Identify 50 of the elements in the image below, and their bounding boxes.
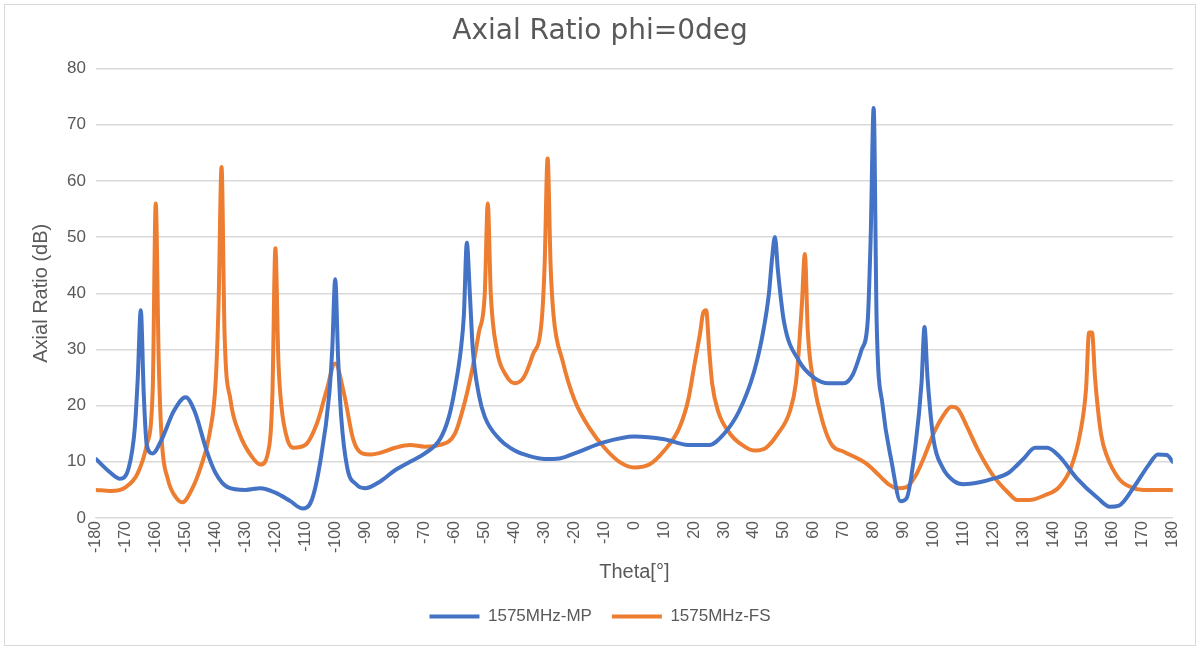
y-tick-label: 40 (66, 282, 86, 302)
x-tick-label: -90 (355, 520, 373, 545)
x-tick-label: 60 (804, 520, 822, 539)
x-tick-label: 20 (684, 520, 702, 539)
x-tick-label: 120 (983, 520, 1001, 548)
y-tick-label: 30 (66, 339, 86, 359)
x-tick-label: -60 (445, 520, 463, 545)
y-tick-label: 60 (66, 170, 86, 190)
x-axis-title: Theta[°] (599, 559, 670, 582)
x-tick-label: 40 (744, 520, 762, 539)
x-tick-label: -180 (86, 520, 104, 554)
y-tick-label: 50 (66, 226, 86, 246)
legend-label: 1575MHz-MP (487, 606, 592, 626)
x-tick-label: 0 (624, 520, 642, 530)
x-tick-label: 100 (923, 520, 941, 548)
x-tick-label: 160 (1103, 520, 1121, 548)
x-tick-label: -20 (564, 520, 582, 545)
x-tick-label: 90 (893, 520, 911, 539)
x-tick-label: 180 (1163, 520, 1181, 548)
x-tick-label: -40 (505, 520, 523, 545)
x-tick-label: 80 (864, 520, 882, 539)
x-tick-label: 140 (1043, 520, 1061, 548)
x-tick-label: -110 (295, 520, 313, 552)
x-tick-label: -130 (235, 520, 253, 554)
x-tick-label: 30 (714, 520, 732, 539)
legend-label: 1575MHz-FS (670, 606, 771, 626)
x-tick-label: 170 (1133, 520, 1151, 548)
x-tick-label: -150 (176, 520, 194, 554)
x-tick-label: 70 (834, 520, 852, 539)
x-tick-label: -140 (205, 520, 223, 554)
x-tick-label: -50 (475, 520, 493, 545)
x-tick-label: 150 (1073, 520, 1091, 548)
x-tick-label: 50 (774, 520, 792, 539)
y-axis-title: Axial Ratio (dB) (28, 223, 51, 363)
x-tick-label: 130 (1013, 520, 1031, 548)
x-tick-label: 10 (654, 520, 672, 539)
x-tick-label: -30 (535, 520, 553, 545)
x-tick-label: -70 (415, 520, 433, 545)
y-tick-label: 70 (66, 114, 86, 134)
y-tick-label: 80 (66, 58, 86, 78)
y-tick-label: 20 (66, 395, 86, 415)
chart-title: Axial Ratio phi=0deg (452, 13, 748, 47)
y-tick-label: 10 (66, 451, 86, 471)
x-tick-label: -120 (265, 520, 283, 554)
x-tick-label: 110 (953, 520, 971, 547)
x-tick-label: -160 (146, 520, 164, 554)
x-tick-label: -80 (385, 520, 403, 545)
x-tick-label: -100 (325, 520, 343, 554)
x-tick-label: -170 (116, 520, 134, 554)
x-tick-label: -10 (594, 520, 612, 545)
